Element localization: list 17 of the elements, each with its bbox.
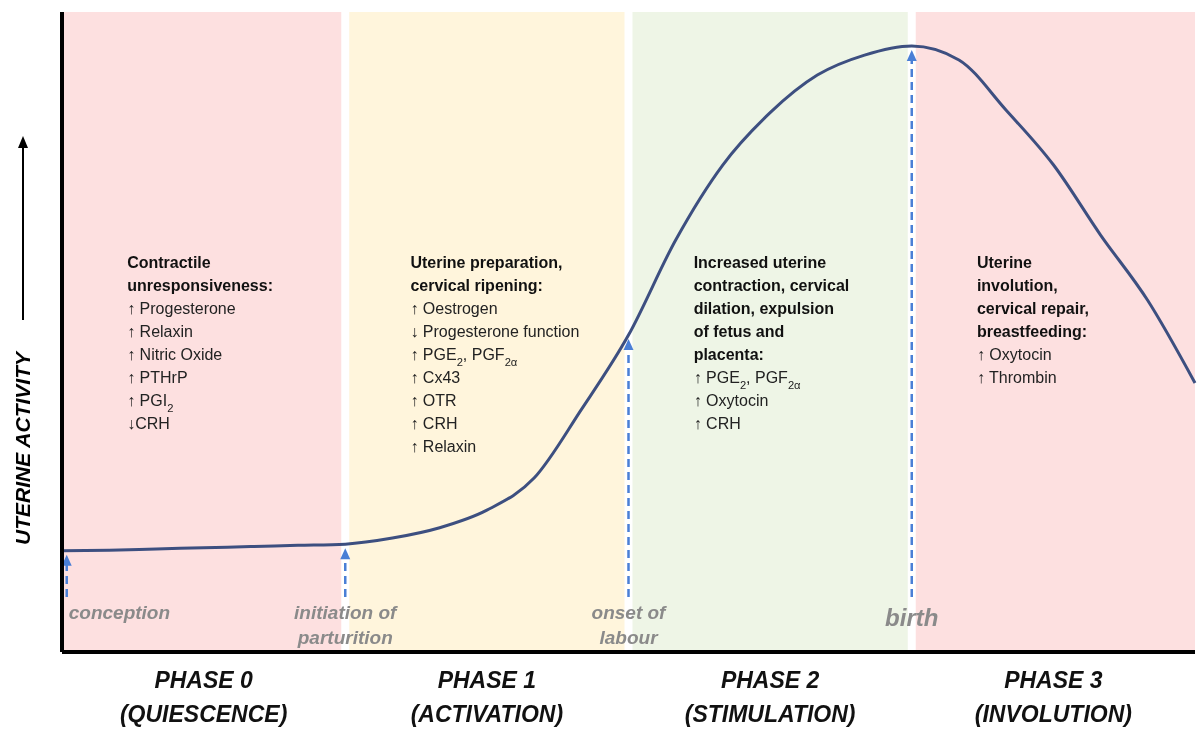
annotation: onset of labour — [591, 602, 668, 648]
annotation: ↑ Oxytocin ↑ Thrombin — [976, 346, 1057, 386]
annotation: Contractile unresponsiveness: — [127, 254, 273, 294]
annotation: Increased uterine contraction, cervical dilation, expulsion of fetus and placenta: — [693, 254, 850, 363]
annotation: birth — [885, 604, 939, 631]
x-tick-label: PHASE 1 (ACTIVATION) — [410, 667, 564, 727]
annotation: conception — [68, 602, 171, 623]
text: ↑ PGE$_{2}$, PGF$_{2α}$ ↑ Oxytocin ↑ CRH — [693, 369, 801, 432]
x-tick-label: PHASE 2 (STIMULATION) — [684, 667, 856, 727]
annotation: initiation of parturition — [294, 602, 399, 648]
y-axis-title: UTERINE ACTIVITY — [11, 350, 34, 545]
text: ↑ Oestrogen ↓ Progesterone function ↑ PGE$_{2}$, PGF$_{2α}$ ↑ Cx43 ↑ OTR ↑ CRH ↑ Relaxin — [410, 300, 580, 455]
x-tick-label: PHASE 3 (INVOLUTION) — [974, 667, 1132, 727]
annotation: Uterine involution, cervical repair, breastfeeding: — [976, 254, 1089, 340]
annotation: ↑ Progesterone ↑ Relaxin ↑ Nitric Oxide ↑ PTHrP ↑ PGI$_{2}$ ↓CRH — [127, 300, 236, 432]
annotation: Uterine preparation, cervical ripening: — [410, 254, 563, 294]
x-tick-label: PHASE 0 (QUIESCENCE) — [119, 667, 288, 727]
